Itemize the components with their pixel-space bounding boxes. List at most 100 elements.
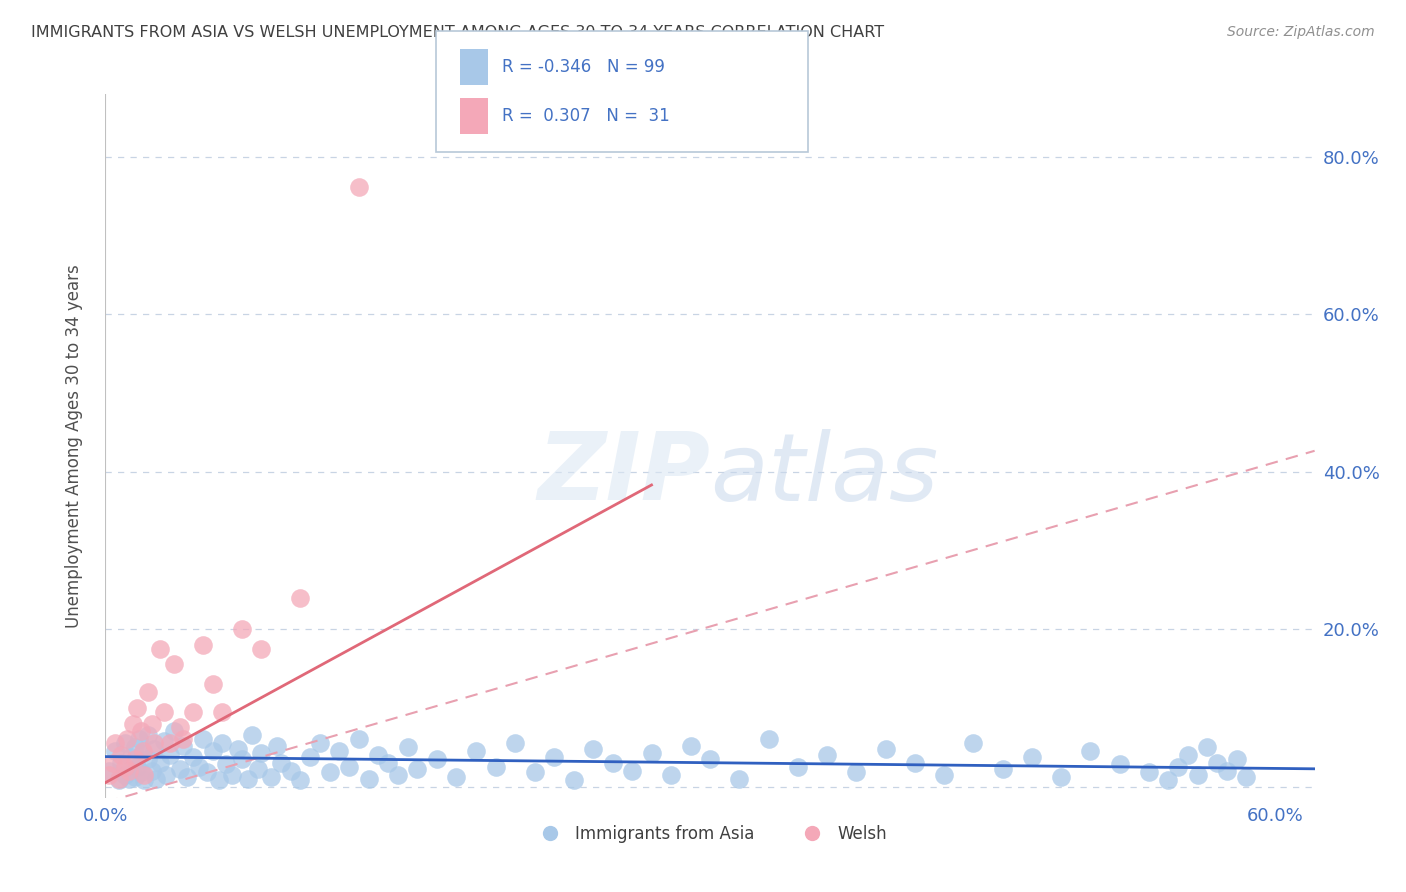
Legend: Immigrants from Asia, Welsh: Immigrants from Asia, Welsh <box>526 819 894 850</box>
Point <box>446 770 468 784</box>
Point <box>118 772 141 786</box>
Point <box>377 756 399 770</box>
Point <box>815 747 838 762</box>
Point <box>226 741 249 756</box>
Point <box>621 764 644 778</box>
Point <box>1137 765 1160 780</box>
Point <box>406 762 429 776</box>
Point <box>465 744 488 758</box>
Point <box>562 773 585 788</box>
Point <box>1234 770 1257 784</box>
Point <box>159 736 181 750</box>
Point <box>270 756 292 770</box>
Point <box>387 768 409 782</box>
Point <box>266 739 288 753</box>
Point <box>1226 752 1249 766</box>
Point <box>134 773 156 788</box>
Point <box>280 764 302 778</box>
Point <box>932 768 955 782</box>
Point <box>129 765 152 780</box>
Point <box>582 741 605 756</box>
Point <box>155 768 177 782</box>
Point <box>134 768 156 782</box>
Point <box>131 744 153 758</box>
Point <box>129 724 152 739</box>
Point <box>110 747 132 762</box>
Point <box>396 740 419 755</box>
Point <box>138 728 160 742</box>
Point <box>699 752 721 766</box>
Point <box>125 700 148 714</box>
Point <box>758 732 780 747</box>
Point <box>503 736 526 750</box>
Point <box>120 749 142 764</box>
Point <box>1216 764 1239 778</box>
Point <box>141 764 163 778</box>
Point <box>201 677 224 691</box>
Point <box>153 705 176 719</box>
Point <box>1177 747 1199 762</box>
Point <box>138 752 160 766</box>
Point <box>231 622 253 636</box>
Point <box>124 752 146 766</box>
Point <box>207 773 229 788</box>
Point <box>169 721 191 735</box>
Point <box>145 772 167 786</box>
Point <box>153 734 176 748</box>
Point <box>98 764 121 778</box>
Point <box>328 744 350 758</box>
Point <box>1206 756 1229 770</box>
Point <box>231 752 253 766</box>
Point <box>991 762 1014 776</box>
Point <box>347 732 370 747</box>
Point <box>1078 744 1101 758</box>
Point <box>169 762 191 776</box>
Point <box>221 768 243 782</box>
Point <box>786 760 808 774</box>
Point <box>299 749 322 764</box>
Text: R = -0.346   N = 99: R = -0.346 N = 99 <box>502 58 665 76</box>
Point <box>1167 760 1189 774</box>
Text: R =  0.307   N =  31: R = 0.307 N = 31 <box>502 107 669 125</box>
Point <box>319 765 342 780</box>
Point <box>191 732 214 747</box>
Point <box>543 749 565 764</box>
Point <box>176 770 198 784</box>
Point <box>114 768 136 782</box>
Point <box>367 747 389 762</box>
Point <box>215 757 238 772</box>
Point <box>290 773 312 788</box>
Point <box>131 747 153 761</box>
Point <box>250 641 273 656</box>
Point <box>98 768 121 782</box>
Point <box>181 705 204 719</box>
Text: IMMIGRANTS FROM ASIA VS WELSH UNEMPLOYMENT AMONG AGES 30 TO 34 YEARS CORRELATION: IMMIGRANTS FROM ASIA VS WELSH UNEMPLOYME… <box>31 25 884 40</box>
Point <box>149 756 172 770</box>
Point <box>602 756 624 770</box>
Point <box>172 739 194 753</box>
Point <box>337 760 360 774</box>
Point <box>128 732 150 747</box>
Point <box>124 740 146 755</box>
Point <box>904 756 927 770</box>
Text: ZIP: ZIP <box>537 428 710 520</box>
Point <box>309 736 332 750</box>
Point <box>114 736 136 750</box>
Text: Source: ZipAtlas.com: Source: ZipAtlas.com <box>1227 25 1375 39</box>
Point <box>211 705 233 719</box>
Y-axis label: Unemployment Among Ages 30 to 34 years: Unemployment Among Ages 30 to 34 years <box>65 264 83 628</box>
Text: atlas: atlas <box>710 429 938 520</box>
Point <box>125 760 148 774</box>
Point <box>201 744 224 758</box>
Point <box>163 724 186 739</box>
Point <box>236 772 259 786</box>
Point <box>103 756 125 770</box>
Point <box>124 770 146 784</box>
Point <box>121 716 143 731</box>
Point <box>138 685 160 699</box>
Point <box>1157 773 1180 788</box>
Point <box>240 728 263 742</box>
Point <box>845 765 868 780</box>
Point <box>211 736 233 750</box>
Point <box>110 756 132 770</box>
